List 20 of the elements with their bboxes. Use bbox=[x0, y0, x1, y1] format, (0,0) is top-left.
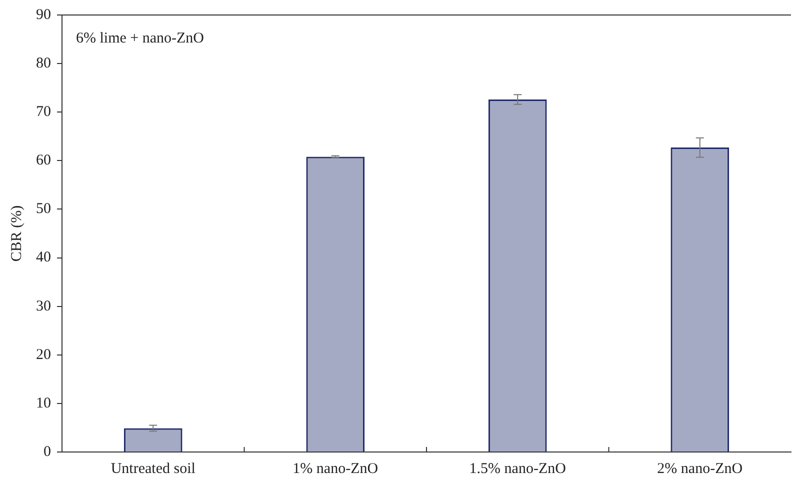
y-tick-label: 60 bbox=[36, 152, 51, 169]
y-tick-label: 50 bbox=[36, 201, 51, 218]
y-tick-label: 40 bbox=[36, 250, 51, 266]
y-tick-label: 80 bbox=[36, 55, 51, 72]
bar bbox=[124, 428, 182, 452]
y-tick-label: 90 bbox=[36, 6, 51, 23]
y-tick-label: 10 bbox=[36, 395, 51, 412]
x-tick-label: 1.5% nano-ZnO bbox=[469, 460, 566, 477]
bar bbox=[670, 148, 730, 452]
bar bbox=[488, 99, 547, 452]
x-tick-label: 1% nano-ZnO bbox=[292, 460, 378, 477]
y-tick-label: 70 bbox=[36, 104, 51, 120]
annotation: 6% lime + nano-ZnO bbox=[76, 30, 204, 46]
y-tick-label: 20 bbox=[36, 346, 51, 363]
x-tick-label: 2% nano-ZnO bbox=[657, 460, 743, 477]
y-axis-title: CBR (%) bbox=[8, 205, 25, 262]
y-tick-label: 0 bbox=[44, 444, 51, 460]
y-tick-label: 30 bbox=[36, 298, 51, 314]
bar bbox=[306, 156, 365, 452]
x-tick-label: Untreated soil bbox=[110, 460, 196, 477]
